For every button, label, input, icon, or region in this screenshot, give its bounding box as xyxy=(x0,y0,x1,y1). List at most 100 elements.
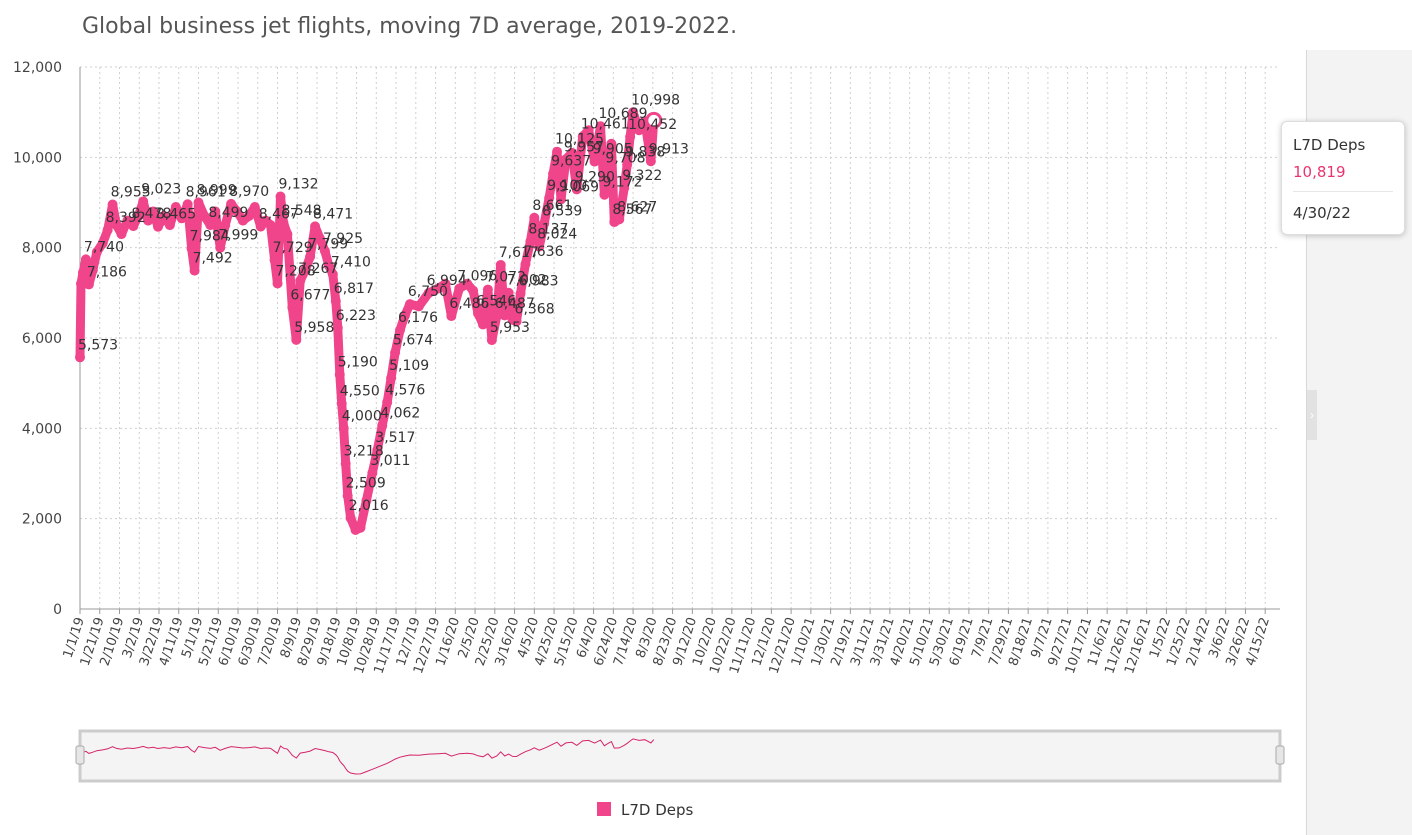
data-label: 7,740 xyxy=(84,239,124,255)
data-label: 5,958 xyxy=(294,320,334,336)
data-point xyxy=(91,247,102,258)
data-point xyxy=(334,369,345,380)
data-label: 9,905 xyxy=(593,142,633,158)
data-label: 9,708 xyxy=(605,151,645,167)
data-label: 7,799 xyxy=(308,237,348,253)
data-point xyxy=(462,278,473,289)
data-point xyxy=(372,445,383,456)
data-point xyxy=(275,191,286,202)
data-labels: 5,573 7,740 7,186 8,392 8,955 8,478 9,023 8,465… xyxy=(78,92,689,514)
y-tick-label: 12,000 xyxy=(13,60,62,76)
data-label: 7,002 xyxy=(507,273,547,289)
data-point xyxy=(215,242,226,253)
data-point xyxy=(622,159,633,170)
data-point xyxy=(87,265,98,276)
data-label: 4,000 xyxy=(342,408,382,424)
data-point xyxy=(486,335,497,346)
data-label: 5,190 xyxy=(338,355,378,371)
data-point xyxy=(440,278,451,289)
data-point xyxy=(220,220,231,231)
navigator-track xyxy=(78,729,1282,783)
data-point xyxy=(634,125,645,136)
panel-toggle-button[interactable]: › xyxy=(1307,390,1317,440)
data-point xyxy=(158,211,169,222)
y-tick-label: 2,000 xyxy=(22,512,62,528)
data-point xyxy=(529,212,540,223)
data-point xyxy=(111,220,122,231)
data-point xyxy=(345,512,356,523)
data-point xyxy=(454,283,465,294)
data-label: 8,478 xyxy=(131,206,171,222)
y-tick-label: 8,000 xyxy=(22,241,62,257)
data-point xyxy=(128,221,139,232)
legend-swatch xyxy=(597,802,611,816)
data-point xyxy=(395,325,405,336)
data-label: 8,961 xyxy=(186,184,226,200)
data-point xyxy=(491,311,502,322)
data-point xyxy=(269,254,280,265)
data-label: 7,072 xyxy=(486,270,526,286)
data-label: 8,955 xyxy=(111,185,151,201)
data-point xyxy=(116,229,127,240)
data-label: 6,368 xyxy=(515,301,555,317)
data-label: 6,983 xyxy=(518,274,558,290)
data-point xyxy=(80,254,91,265)
data-label: 8,465 xyxy=(156,207,196,223)
data-point xyxy=(193,197,204,208)
data-label: 9,838 xyxy=(625,145,665,161)
data-label: 4,576 xyxy=(385,382,425,398)
y-tick-label: 4,000 xyxy=(22,421,62,437)
data-point xyxy=(170,202,181,213)
data-label: 7,925 xyxy=(323,231,363,247)
data-point xyxy=(143,215,154,226)
data-label: 4,062 xyxy=(380,406,420,422)
data-label: 7,999 xyxy=(218,228,258,244)
data-label: 8,392 xyxy=(106,210,146,226)
data-point xyxy=(340,458,351,469)
data-point xyxy=(102,224,113,235)
data-label: 7,096 xyxy=(457,268,497,284)
data-label: 4,550 xyxy=(340,383,380,399)
data-point xyxy=(503,287,514,298)
data-label: 9,290 xyxy=(575,169,615,185)
data-label: 2,016 xyxy=(349,498,389,514)
data-label: 9,913 xyxy=(649,141,689,157)
data-point xyxy=(361,495,372,506)
navigator-handle-right[interactable] xyxy=(1275,745,1285,765)
data-point xyxy=(555,194,566,205)
data-point xyxy=(332,322,343,333)
data-point xyxy=(583,125,594,136)
data-label: 9,172 xyxy=(602,175,642,191)
data-point xyxy=(153,221,164,232)
data-point xyxy=(182,199,193,210)
data-point xyxy=(107,199,118,210)
data-point xyxy=(511,316,522,327)
data-label: 3,011 xyxy=(370,453,410,469)
data-point xyxy=(164,220,175,231)
legend[interactable]: L7D Deps xyxy=(597,801,694,819)
data-point xyxy=(77,267,88,278)
data-point xyxy=(133,211,144,222)
data-point xyxy=(614,214,625,225)
y-tick-label: 0 xyxy=(53,602,62,618)
data-point xyxy=(534,241,545,252)
data-point xyxy=(606,138,617,149)
data-point xyxy=(265,220,276,231)
data-point xyxy=(243,211,254,222)
legend-label: L7D Deps xyxy=(621,801,694,819)
series-l7d-deps xyxy=(75,107,663,535)
data-point xyxy=(468,285,479,296)
data-label: 8,627 xyxy=(617,199,657,215)
range-navigator[interactable] xyxy=(75,729,1285,783)
data-point xyxy=(495,259,506,270)
data-point xyxy=(413,301,424,312)
data-point xyxy=(645,156,656,167)
y-tick-label: 6,000 xyxy=(22,331,62,347)
data-point xyxy=(628,107,639,118)
data-label: 10,125 xyxy=(555,132,604,148)
data-point xyxy=(199,211,210,222)
data-label: 8,467 xyxy=(259,207,299,223)
data-label: 8,548 xyxy=(281,203,321,219)
tooltip-value: 10,819 xyxy=(1293,163,1346,181)
navigator-handle-left[interactable] xyxy=(75,745,85,765)
